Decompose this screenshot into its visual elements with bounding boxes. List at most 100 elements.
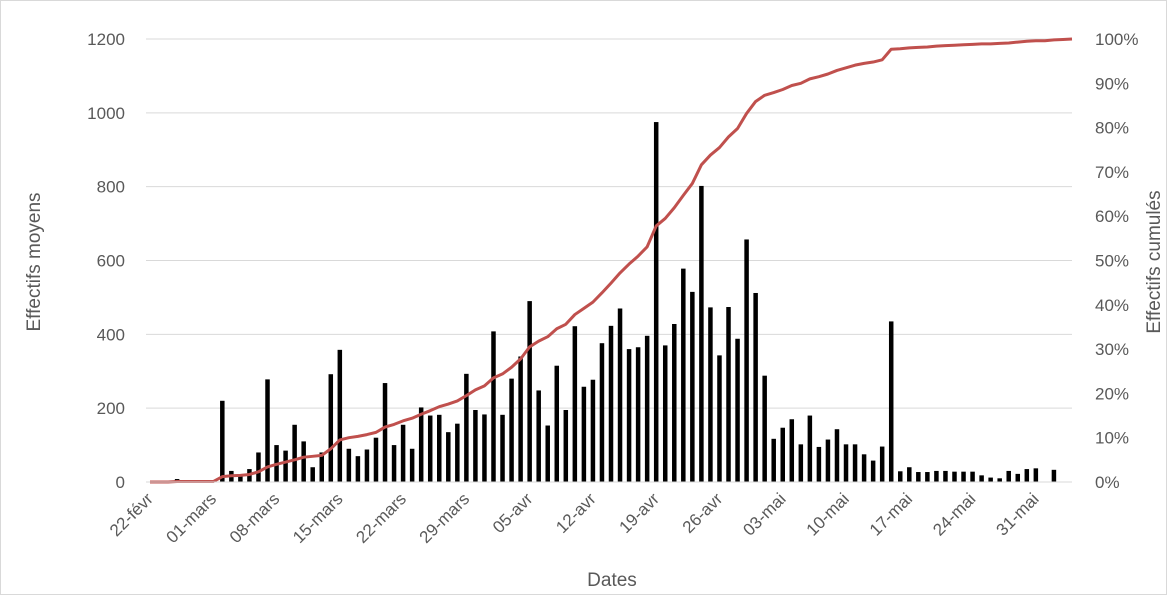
bar: [952, 471, 957, 482]
y-axis-title: Effectifs moyens: [24, 192, 45, 331]
y-tick-label: 1000: [87, 104, 125, 123]
bar: [319, 452, 324, 482]
bar: [563, 410, 569, 482]
bar: [536, 390, 541, 482]
bar: [617, 308, 623, 482]
bar: [861, 454, 867, 482]
bar: [1024, 469, 1030, 482]
bar: [265, 379, 270, 482]
bar: [798, 444, 804, 482]
bar: [780, 427, 785, 482]
line-series: [150, 37, 1073, 484]
bar: [599, 343, 605, 482]
bar: [455, 423, 460, 482]
bar: [238, 475, 243, 482]
y2-tick-label: 30%: [1095, 340, 1129, 359]
y-tick-label: 0: [116, 473, 125, 492]
y-tick-label: 600: [97, 252, 125, 271]
bar: [409, 448, 415, 482]
bar: [888, 321, 894, 482]
bar: [482, 414, 487, 482]
bar: [735, 338, 740, 482]
y2-tick-label: 10%: [1095, 429, 1129, 448]
bar: [1015, 473, 1021, 482]
y-tick-label: 200: [97, 399, 125, 418]
bar: [898, 471, 903, 482]
bar: [672, 323, 677, 482]
bar: [1006, 470, 1011, 482]
bar: [816, 446, 822, 482]
bar: [427, 415, 433, 482]
bar: [346, 448, 352, 482]
bar: [979, 475, 984, 482]
bar: [626, 349, 632, 482]
bar: [382, 383, 388, 482]
bar: [301, 441, 306, 482]
bar: [437, 414, 442, 482]
bar: [292, 424, 297, 482]
bar: [997, 478, 1002, 482]
bar: [907, 467, 912, 482]
bar: [807, 415, 813, 482]
bar: [256, 452, 261, 482]
bar: [554, 365, 560, 482]
bar: [843, 444, 849, 482]
bar: [961, 471, 966, 482]
bar: [635, 347, 641, 482]
bar: [491, 331, 496, 482]
y2-tick-label: 20%: [1095, 384, 1129, 403]
bar: [825, 439, 831, 482]
y2-tick-label: 70%: [1095, 163, 1129, 182]
y2-tick-label: 50%: [1095, 252, 1129, 271]
x-axis-title: Dates: [587, 570, 637, 591]
bar: [590, 379, 596, 482]
bar: [608, 325, 614, 482]
bar: [870, 460, 876, 482]
bar: [916, 472, 921, 482]
bar: [925, 472, 930, 482]
bar: [690, 291, 695, 482]
y-tick-label: 400: [97, 325, 125, 344]
bar: [283, 450, 288, 482]
bar: [852, 444, 858, 482]
bar: [391, 445, 397, 482]
bar: [653, 122, 659, 482]
bar: [644, 335, 650, 482]
bar: [753, 292, 758, 482]
bar: [446, 432, 451, 482]
bar: [717, 355, 722, 482]
bar: [473, 410, 478, 482]
bar: [1051, 469, 1057, 482]
bar: [934, 470, 939, 482]
bar: [328, 374, 334, 482]
bar: [789, 419, 795, 482]
bar: [681, 268, 686, 482]
y2-tick-label: 90%: [1095, 74, 1129, 93]
y2-tick-label: 40%: [1095, 296, 1129, 315]
bar: [762, 375, 767, 482]
bar: [943, 470, 948, 482]
bar: [518, 356, 523, 482]
bar: [545, 425, 550, 482]
bar: [355, 456, 361, 482]
bar: [337, 349, 343, 482]
y2-tick-label: 0%: [1095, 473, 1120, 492]
bar: [662, 345, 668, 482]
bar: [464, 373, 469, 482]
y2-tick-label: 80%: [1095, 119, 1129, 138]
y-tick-label: 1200: [87, 30, 125, 49]
bar: [744, 239, 749, 482]
cumulative-line: [150, 37, 1073, 484]
bar: [220, 400, 225, 482]
bar: [1033, 468, 1039, 482]
bar: [581, 386, 587, 482]
bar: [834, 429, 840, 482]
bar: [418, 407, 424, 482]
bar: [373, 437, 379, 482]
bar: [364, 449, 370, 482]
y2-tick-label: 100%: [1095, 30, 1138, 49]
bar: [500, 414, 505, 482]
